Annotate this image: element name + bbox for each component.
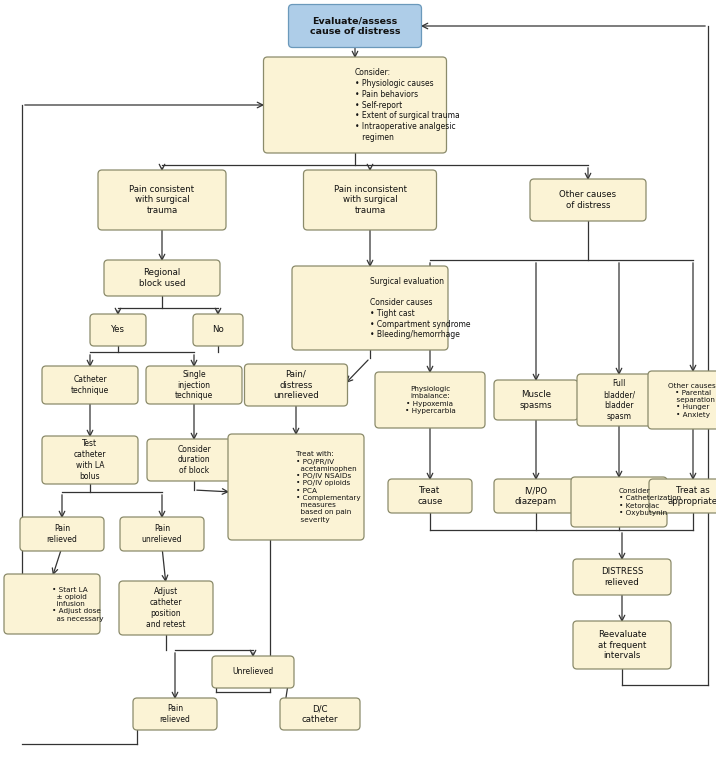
Text: Consider:
• Physiologic causes
• Pain behaviors
• Self-report
• Extent of surgic: Consider: • Physiologic causes • Pain be… [355,68,460,142]
FancyBboxPatch shape [289,5,422,47]
FancyBboxPatch shape [133,698,217,730]
Text: Pain inconsistent
with surgical
trauma: Pain inconsistent with surgical trauma [334,185,407,215]
Text: Treat with:
• PO/PR/IV
  acetaminophen
• PO/IV NSAIDs
• PO/IV opioids
• PCA
• Co: Treat with: • PO/PR/IV acetaminophen • P… [296,451,361,523]
Text: Treat as
appropriate: Treat as appropriate [668,486,716,506]
Text: Physiologic
imbalance:
• Hypoxemia
• Hypercarbia: Physiologic imbalance: • Hypoxemia • Hyp… [405,386,455,414]
Text: Pain
relieved: Pain relieved [47,524,77,544]
Text: Yes: Yes [111,325,125,334]
Text: Pain
unrelieved: Pain unrelieved [142,524,183,544]
FancyBboxPatch shape [244,364,347,406]
FancyBboxPatch shape [98,170,226,230]
FancyBboxPatch shape [577,374,661,426]
Text: Consider
• Catheterization
• Ketorolac
• Oxybutynin: Consider • Catheterization • Ketorolac •… [619,488,681,516]
Text: Full
bladder/
bladder
spasm: Full bladder/ bladder spasm [603,379,635,420]
Text: IV/PO
diazepam: IV/PO diazepam [515,486,557,506]
FancyBboxPatch shape [4,574,100,634]
FancyBboxPatch shape [388,479,472,513]
Text: Single
injection
technique: Single injection technique [175,370,213,401]
Text: Pain consistent
with surgical
trauma: Pain consistent with surgical trauma [130,185,195,215]
Text: D/C
catheter: D/C catheter [301,704,338,724]
FancyBboxPatch shape [292,266,448,350]
FancyBboxPatch shape [263,57,447,153]
Text: Regional
block used: Regional block used [139,268,185,288]
Text: Treat
cause: Treat cause [417,486,442,506]
FancyBboxPatch shape [147,439,241,481]
Text: Evaluate/assess
cause of distress: Evaluate/assess cause of distress [310,16,400,36]
Text: Pain
relieved: Pain relieved [160,704,190,724]
FancyBboxPatch shape [573,559,671,595]
Text: Surgical evaluation

Consider causes
• Tight cast
• Compartment syndrome
• Bleed: Surgical evaluation Consider causes • Ti… [370,277,470,340]
FancyBboxPatch shape [42,436,138,484]
Text: Adjust
catheter
position
and retest: Adjust catheter position and retest [146,587,185,629]
FancyBboxPatch shape [119,581,213,635]
Text: Unrelieved: Unrelieved [233,667,274,676]
Text: Other causes:
• Parental
  separation
• Hunger
• Anxiety: Other causes: • Parental separation • Hu… [668,382,716,417]
FancyBboxPatch shape [649,479,716,513]
FancyBboxPatch shape [212,656,294,688]
Text: Muscle
spasms: Muscle spasms [520,390,552,410]
FancyBboxPatch shape [228,434,364,540]
FancyBboxPatch shape [573,621,671,669]
FancyBboxPatch shape [571,477,667,527]
FancyBboxPatch shape [42,366,138,404]
Text: Test
catheter
with LA
bolus: Test catheter with LA bolus [74,439,106,480]
Text: Reevaluate
at frequent
intervals: Reevaluate at frequent intervals [598,630,647,660]
FancyBboxPatch shape [304,170,437,230]
FancyBboxPatch shape [193,314,243,346]
Text: DISTRESS
relieved: DISTRESS relieved [601,567,643,587]
Text: • Start LA
  ± opioid
  infusion
• Adjust dose
  as necessary: • Start LA ± opioid infusion • Adjust do… [52,587,104,622]
FancyBboxPatch shape [20,517,104,551]
FancyBboxPatch shape [280,698,360,730]
FancyBboxPatch shape [648,371,716,429]
Text: Consider
duration
of block: Consider duration of block [177,445,211,475]
FancyBboxPatch shape [375,372,485,428]
FancyBboxPatch shape [530,179,646,221]
Text: No: No [212,325,224,334]
FancyBboxPatch shape [494,479,578,513]
FancyBboxPatch shape [104,260,220,296]
Text: Catheter
technique: Catheter technique [71,375,109,395]
FancyBboxPatch shape [90,314,146,346]
FancyBboxPatch shape [494,380,578,420]
FancyBboxPatch shape [120,517,204,551]
Text: Pain/
distress
unrelieved: Pain/ distress unrelieved [273,370,319,401]
Text: Other causes
of distress: Other causes of distress [559,190,616,210]
FancyBboxPatch shape [146,366,242,404]
